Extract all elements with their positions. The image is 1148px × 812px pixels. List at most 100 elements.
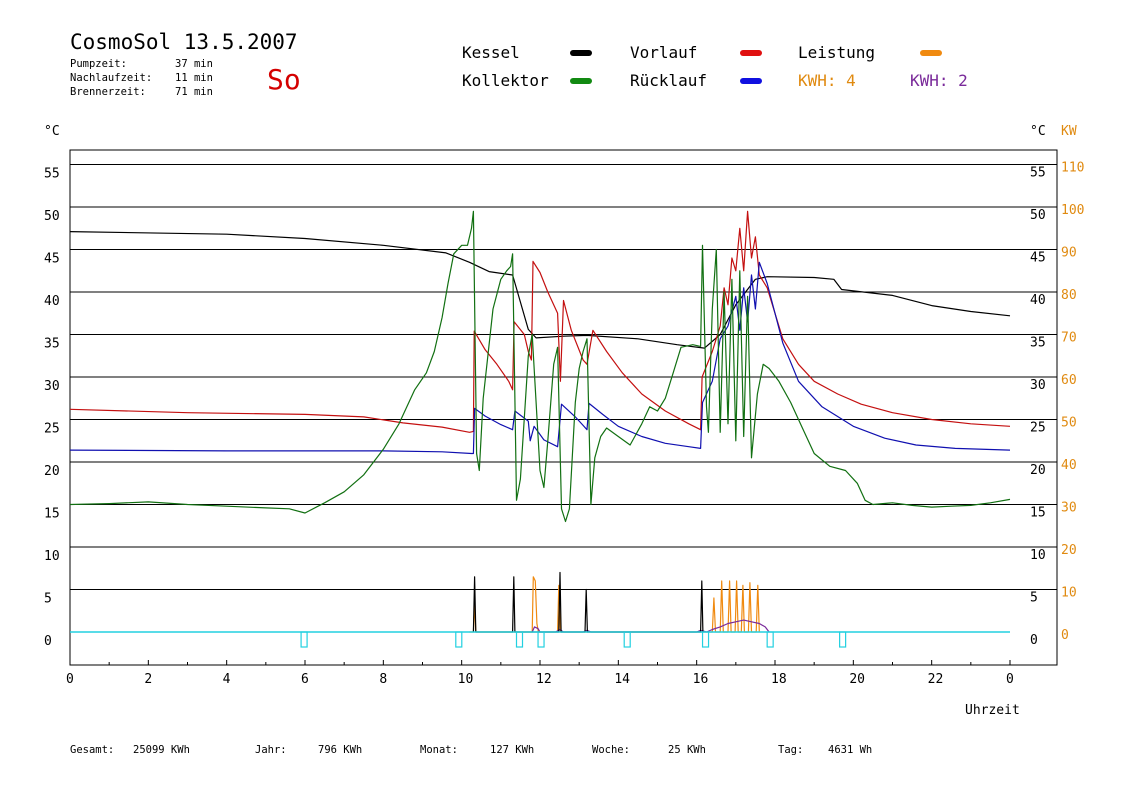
- y-right-tick-label: 5: [1030, 591, 1038, 606]
- y-right2-tick-label: 110: [1061, 161, 1084, 176]
- legend-label-leistung: Leistung: [798, 43, 875, 62]
- total-label-monat: Monat:: [420, 744, 458, 756]
- pump-interval-marker: [515, 631, 524, 648]
- y-left-tick-label: 55: [44, 167, 60, 182]
- x-tick-label: 18: [771, 672, 787, 687]
- y-right2-tick-label: 60: [1061, 373, 1077, 388]
- y-right2-tick-label: 50: [1061, 416, 1077, 431]
- series-line-kessel: [472, 571, 704, 633]
- y-right-tick-label: 20: [1030, 463, 1046, 478]
- total-value-jahr: 796 KWh: [318, 744, 362, 756]
- y-right-tick-label: 55: [1030, 166, 1046, 181]
- x-tick-label: 10: [458, 672, 474, 687]
- y-right-tick-label: 30: [1030, 378, 1046, 393]
- legend-swatch-ruecklauf: [740, 78, 762, 84]
- x-tick-label: 12: [536, 672, 552, 687]
- stat-label-overrun: Nachlaufzeit:: [70, 72, 152, 84]
- y-left-unit: °C: [44, 124, 60, 139]
- plot-frame: [69, 149, 1058, 666]
- total-label-tag: Tag:: [778, 744, 803, 756]
- x-tick-label: 20: [849, 672, 865, 687]
- chart-title: CosmoSol 13.5.2007: [70, 30, 298, 54]
- legend-label-vorlauf: Vorlauf: [630, 43, 697, 62]
- y-left-tick-label: 50: [44, 209, 60, 224]
- series: [69, 210, 1011, 633]
- y-left-tick-label: 0: [44, 634, 52, 649]
- y-right-tick-label: 35: [1030, 336, 1046, 351]
- series-line-vorlauf: [69, 210, 1011, 433]
- y-right2-tick-label: 70: [1061, 331, 1077, 346]
- runtime-stats: Pumpzeit: 37 min Nachlaufzeit: 11 min Br…: [70, 58, 213, 98]
- y-right2-tick-label: 30: [1061, 501, 1077, 516]
- y-right-tick-label: 0: [1030, 633, 1038, 648]
- y-left-tick-label: 15: [44, 507, 60, 522]
- pump-interval-marker: [455, 631, 463, 648]
- y-right2-tick-label: 20: [1061, 543, 1077, 558]
- x-tick-label: 22: [928, 672, 944, 687]
- stat-value-overrun: 11 min: [175, 72, 213, 84]
- y-right2-tick-label: 80: [1061, 288, 1077, 303]
- x-tick-label: 6: [301, 672, 309, 687]
- pump-interval-marker: [766, 631, 774, 648]
- total-value-tag: 4631 Wh: [828, 744, 872, 756]
- total-label-woche: Woche:: [592, 744, 630, 756]
- legend-swatch-kollektor: [570, 78, 592, 84]
- legend-swatch-vorlauf: [740, 50, 762, 56]
- legend-label-kollektor: Kollektor: [462, 71, 549, 90]
- energy-totals: Gesamt: 25099 KWh Jahr: 796 KWh Monat: 1…: [70, 744, 872, 756]
- y-right2-tick-label: 0: [1061, 628, 1069, 643]
- y-right-tick-label: 40: [1030, 293, 1046, 308]
- weekday-label: So: [267, 63, 301, 96]
- y-left-tick-label: 45: [44, 252, 60, 267]
- series-line-r-cklauf: [69, 261, 1011, 455]
- total-value-woche: 25 KWh: [668, 744, 706, 756]
- y-right-tick-label: 50: [1030, 208, 1046, 223]
- y-right2-tick-label: 40: [1061, 458, 1077, 473]
- y-left-tick-label: 5: [44, 592, 52, 607]
- pump-interval-marker: [701, 631, 710, 648]
- x-tick-label: 2: [144, 672, 152, 687]
- legend-label-ruecklauf: Rücklauf: [630, 71, 707, 90]
- stat-label-burner: Brennerzeit:: [70, 86, 146, 98]
- y-right2-tick-label: 10: [1061, 586, 1077, 601]
- y-right-tick-label: 25: [1030, 421, 1046, 436]
- pump-interval-marker: [839, 631, 847, 648]
- stat-value-burner: 71 min: [175, 86, 213, 98]
- y-right2-tick-label: 90: [1061, 246, 1077, 261]
- stat-value-pump: 37 min: [175, 58, 213, 70]
- y-left-tick-label: 30: [44, 379, 60, 394]
- x-tick-label: 4: [223, 672, 231, 687]
- series-line-kessel: [69, 231, 1011, 349]
- x-axis-label: Uhrzeit: [965, 703, 1020, 718]
- y-right-unit: °C: [1030, 124, 1046, 139]
- y-left-tick-label: 25: [44, 422, 60, 437]
- series-line-kollektor: [69, 210, 1011, 523]
- x-tick-label: 0: [66, 672, 74, 687]
- x-tick-label: 8: [379, 672, 387, 687]
- total-label-jahr: Jahr:: [255, 744, 287, 756]
- y-right-tick-label: 15: [1030, 506, 1046, 521]
- y-left-tick-label: 10: [44, 549, 60, 564]
- legend-swatch-kessel: [570, 50, 592, 56]
- y-right2-tick-label: 100: [1061, 203, 1084, 218]
- y-left-tick-label: 40: [44, 294, 60, 309]
- grid: [69, 149, 1058, 666]
- pump-markers: [70, 631, 1010, 648]
- pump-interval-marker: [537, 631, 545, 648]
- y-left-tick-label: 20: [44, 464, 60, 479]
- x-tick-label: 16: [693, 672, 709, 687]
- series-line-kwh-2: [531, 619, 770, 633]
- legend-swatch-leistung: [920, 50, 942, 56]
- pump-interval-marker: [300, 631, 308, 648]
- legend-label-kessel: Kessel: [462, 43, 520, 62]
- y-left-tick-label: 35: [44, 337, 60, 352]
- x-tick-label: 0: [1006, 672, 1014, 687]
- x-tick-label: 14: [614, 672, 630, 687]
- legend-kwh-burner: KWH: 2: [910, 71, 968, 90]
- pump-interval-marker: [623, 631, 631, 648]
- y-right-tick-label: 10: [1030, 548, 1046, 563]
- total-label-gesamt: Gesamt:: [70, 744, 114, 756]
- y-right2-unit: KW: [1061, 124, 1077, 139]
